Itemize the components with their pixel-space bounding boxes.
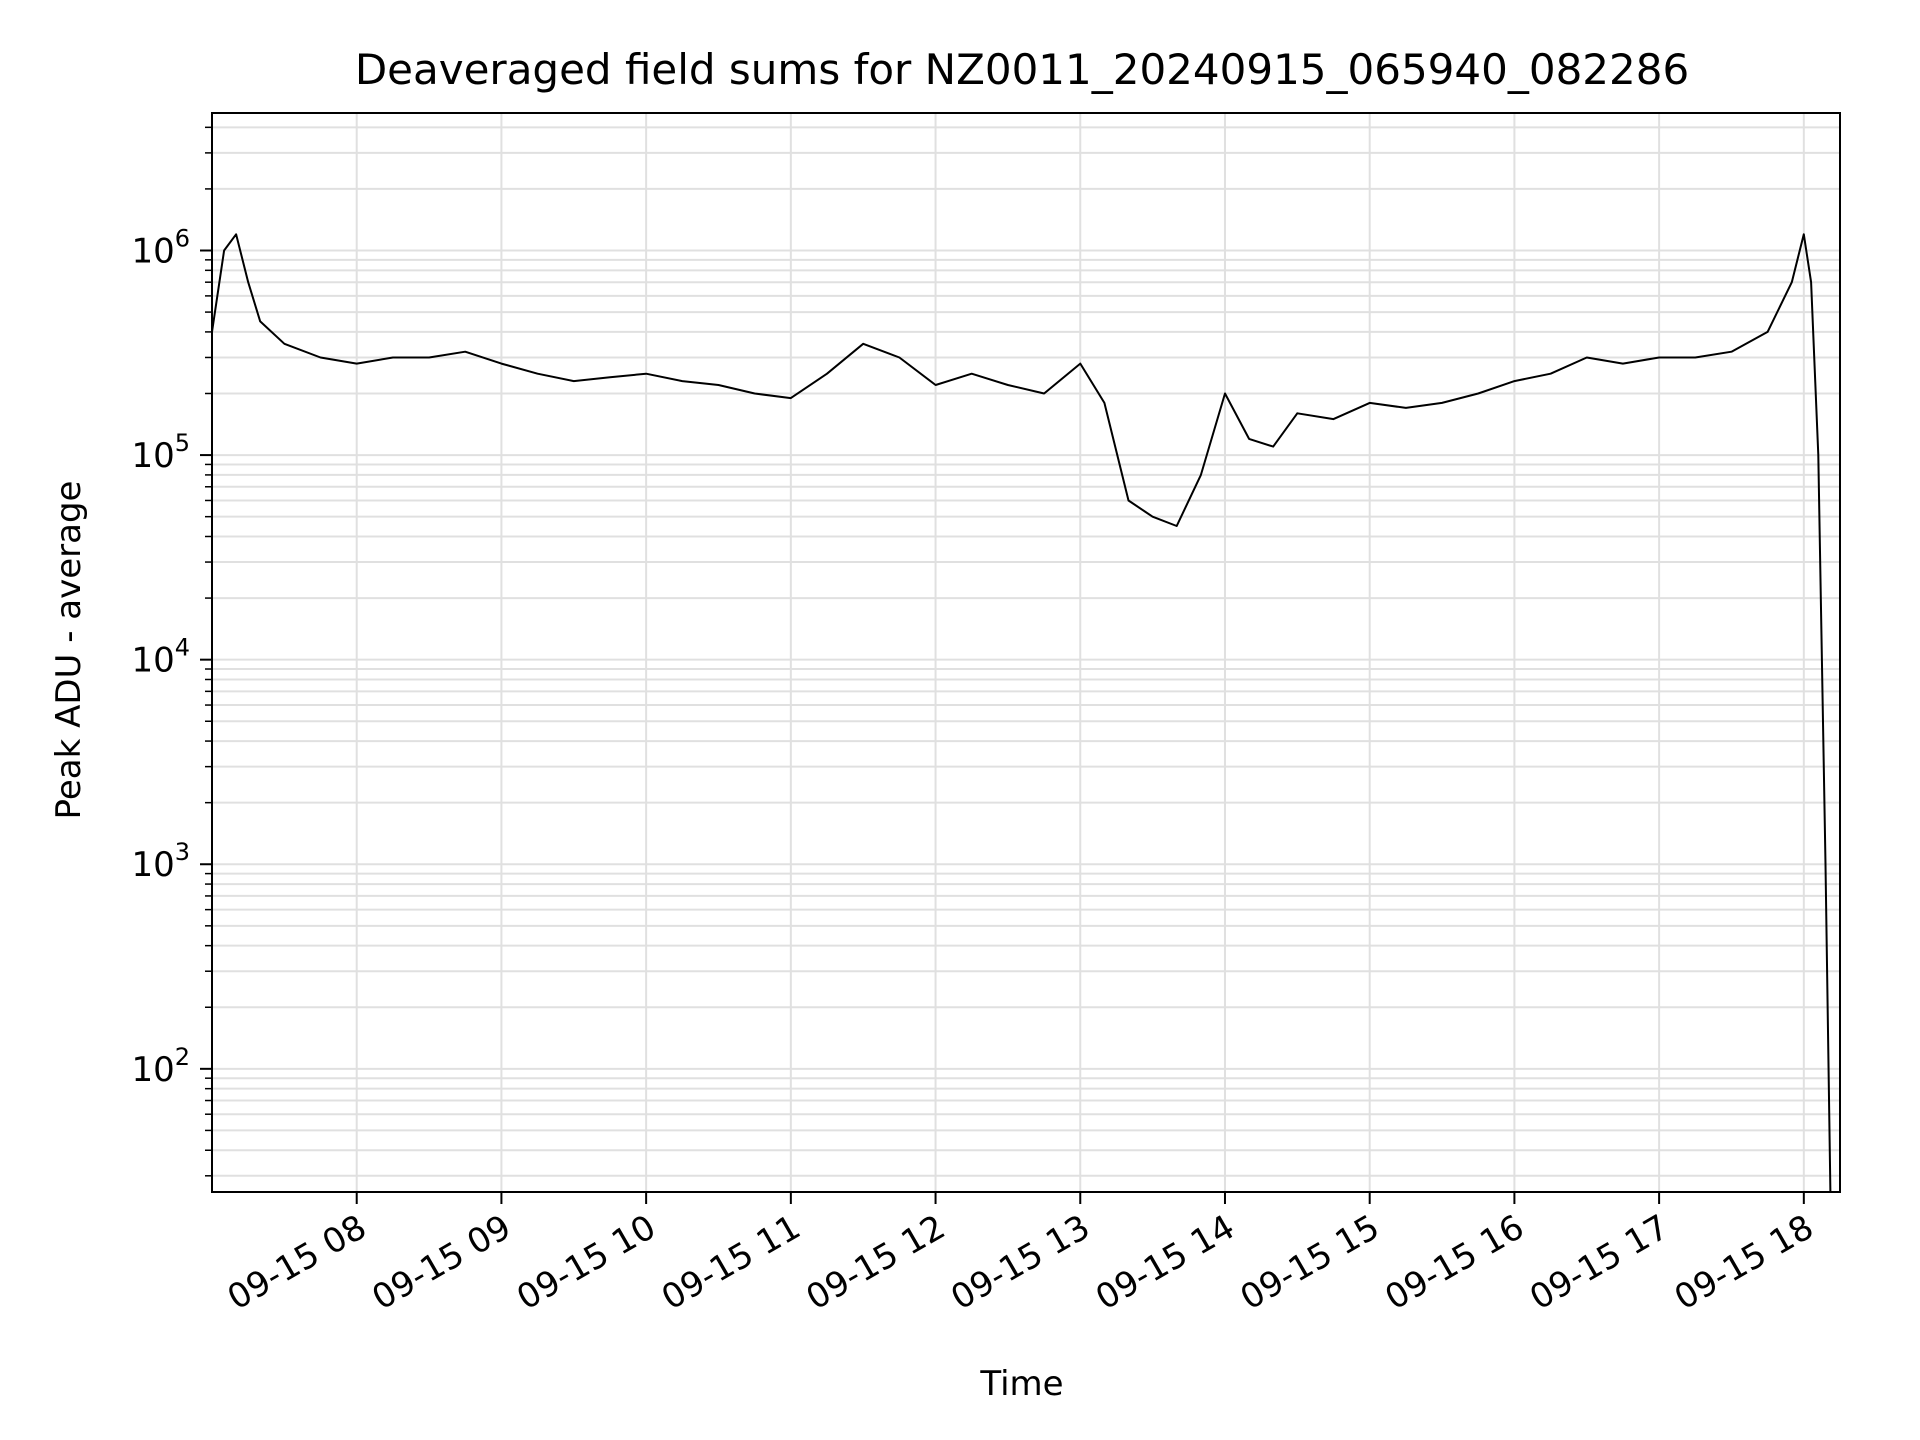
- y-axis-title: Peak ADU - average: [49, 481, 89, 820]
- x-axis-title: Time: [979, 1364, 1063, 1404]
- series-line: [211, 233, 1832, 1193]
- chart-title: Deaveraged field sums for NZ0011_2024091…: [355, 45, 1689, 94]
- x-tick-label: 09-15 11: [655, 1207, 807, 1318]
- series-layer: [211, 233, 1832, 1193]
- x-tick-label: 09-15 14: [1089, 1207, 1241, 1318]
- y-tick-label: 105: [131, 429, 190, 476]
- ticks: [200, 126, 1805, 1204]
- x-tick-label: 09-15 09: [366, 1207, 518, 1318]
- x-tick-label: 09-15 12: [800, 1207, 952, 1318]
- x-tick-label: 09-15 08: [221, 1207, 373, 1318]
- grid: [212, 113, 1840, 1192]
- x-tick-label: 09-15 18: [1668, 1207, 1820, 1318]
- x-tick-label: 09-15 16: [1379, 1207, 1531, 1318]
- y-tick-labels: 102 103 104 105 106: [131, 224, 190, 1089]
- y-tick-label: 102: [131, 1043, 190, 1090]
- y-tick-label: 104: [131, 634, 190, 681]
- x-tick-label: 09-15 13: [944, 1207, 1096, 1318]
- y-tick-label: 106: [131, 224, 190, 271]
- x-tick-label: 09-15 15: [1234, 1207, 1386, 1318]
- plot-frame: [211, 112, 1841, 1193]
- x-tick-label: 09-15 10: [510, 1207, 662, 1318]
- x-tick-label: 09-15 17: [1523, 1207, 1675, 1318]
- y-tick-label: 103: [131, 838, 190, 885]
